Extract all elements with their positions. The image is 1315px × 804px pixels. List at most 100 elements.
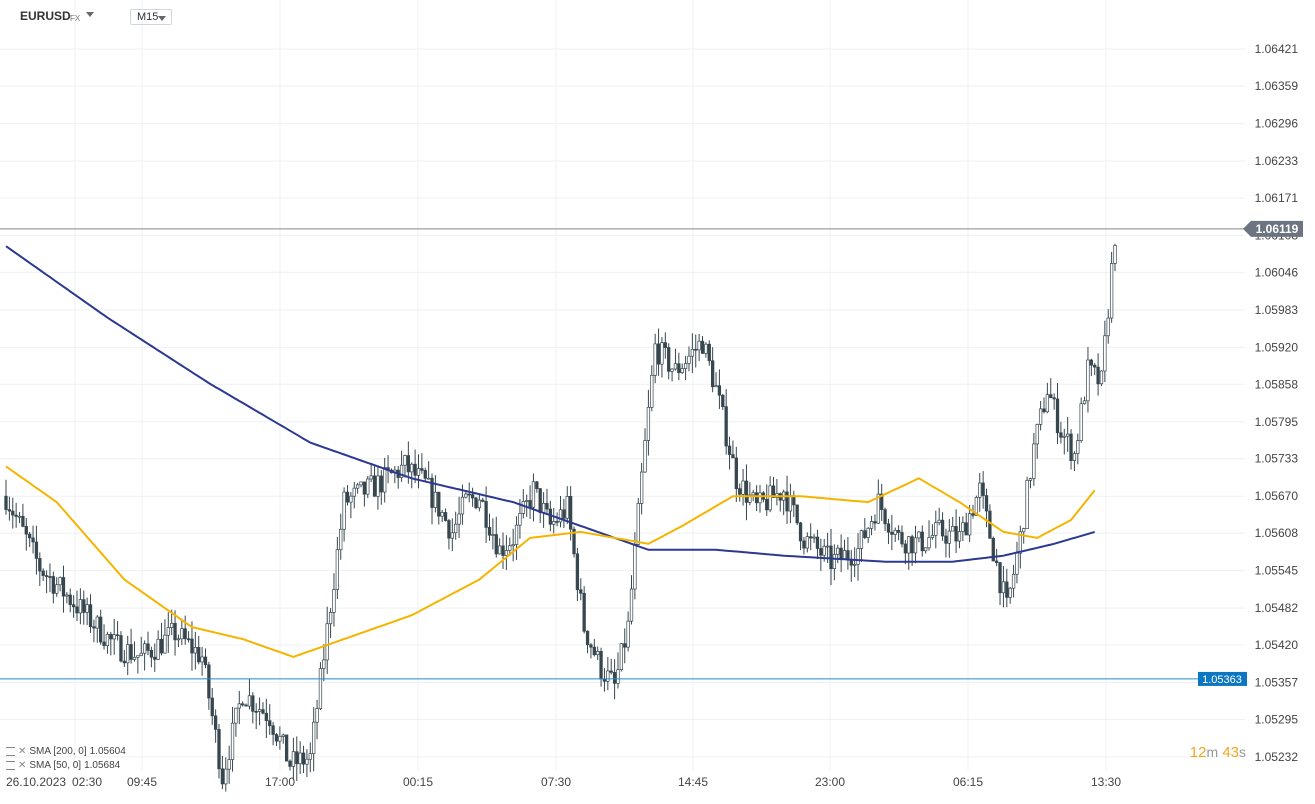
candle-body <box>876 493 880 524</box>
y-tick-label: 1.05295 <box>1255 712 1299 726</box>
candle-body <box>842 550 847 560</box>
legend-sma200[interactable]: ✕ SMA [200, 0] 1.05604 <box>6 746 126 757</box>
candle-body <box>129 644 133 660</box>
candle-body <box>1042 408 1046 413</box>
candle-body <box>704 343 708 354</box>
chevron-down-icon[interactable] <box>86 12 94 17</box>
candle-body <box>369 475 373 480</box>
candle-body <box>82 599 86 613</box>
candle-body <box>940 519 945 537</box>
candle-body <box>822 545 826 556</box>
candle-body <box>1025 479 1029 529</box>
settings-icon[interactable] <box>6 761 15 770</box>
countdown-min-unit: m <box>1206 744 1219 760</box>
candle-body <box>295 751 299 765</box>
candle-body <box>545 502 549 510</box>
candle-body <box>281 734 285 737</box>
candle-body <box>163 634 167 654</box>
candle-body <box>609 670 613 673</box>
candle-body <box>951 526 955 532</box>
candle-body <box>173 622 177 641</box>
candle-body <box>853 563 857 566</box>
candle-body <box>423 470 427 479</box>
legend-sma50[interactable]: ✕ SMA [50, 0] 1.05684 <box>6 760 120 771</box>
candle-body <box>785 491 789 512</box>
candle-body <box>227 759 231 770</box>
y-tick-label: 1.05858 <box>1255 377 1299 391</box>
candle-body <box>873 521 877 524</box>
candle-body <box>991 537 995 562</box>
candle-body <box>981 482 985 496</box>
y-tick-label: 1.06046 <box>1255 265 1299 279</box>
candle-body <box>592 646 596 656</box>
candle-body <box>58 577 62 586</box>
candle-body <box>677 363 681 374</box>
candle-body <box>244 704 248 707</box>
candle-body <box>464 493 468 498</box>
candle-body <box>186 638 191 641</box>
close-icon[interactable]: ✕ <box>18 760 27 771</box>
candle-body <box>156 638 160 660</box>
y-tick-label: 1.05232 <box>1255 750 1299 764</box>
candle-body <box>731 454 735 459</box>
y-tick-label: 1.05733 <box>1255 452 1299 466</box>
candle-body <box>954 526 958 542</box>
candle-body <box>278 735 282 742</box>
candle-body <box>710 360 715 388</box>
candle-body <box>170 622 174 628</box>
candle-body <box>200 656 204 663</box>
candle-body <box>694 348 698 351</box>
candle-body <box>1096 366 1100 385</box>
candle-body <box>1015 552 1019 575</box>
candle-body <box>234 707 238 724</box>
candle-body <box>1035 423 1039 445</box>
timeframe-select[interactable]: M15 <box>130 9 172 25</box>
candle-body <box>646 406 651 441</box>
candle-body <box>555 521 559 523</box>
candle-body <box>153 656 157 660</box>
candle-body <box>967 513 972 536</box>
candle-body <box>927 537 931 549</box>
x-tick-label: 13:30 <box>1091 775 1121 789</box>
candle-body <box>166 627 170 636</box>
candle-body <box>366 478 370 495</box>
settings-icon[interactable] <box>6 747 15 756</box>
candle-body <box>494 534 498 555</box>
candle-body <box>440 512 444 517</box>
candle-body <box>998 562 1002 594</box>
candle-body <box>937 519 941 524</box>
candle-body <box>565 496 569 519</box>
x-tick-label: 23:00 <box>815 775 845 789</box>
candle-body <box>771 485 776 498</box>
candle-body <box>917 531 921 539</box>
close-icon[interactable]: ✕ <box>18 746 27 757</box>
candle-body <box>988 510 992 539</box>
candle-body <box>99 616 103 643</box>
candle-body <box>477 499 482 509</box>
candle-body <box>599 651 603 680</box>
candle-body <box>558 509 563 523</box>
candle-body <box>744 480 749 503</box>
candle-body <box>1018 531 1022 554</box>
y-tick-label: 1.06359 <box>1255 79 1299 93</box>
candle-body <box>572 528 576 555</box>
candle-body <box>197 647 201 663</box>
level-badge <box>1198 671 1247 686</box>
candle-body <box>359 481 363 486</box>
candle-body <box>224 768 228 785</box>
x-tick-label: 17:00 <box>265 775 295 789</box>
candle-body <box>318 668 323 709</box>
candle-body <box>636 503 640 545</box>
candle-body <box>683 363 688 369</box>
x-tick-label: 06:15 <box>953 775 983 789</box>
candle-body <box>525 500 529 502</box>
y-tick-label: 1.05420 <box>1255 638 1299 652</box>
symbol-label[interactable]: EURUSD <box>20 9 71 23</box>
x-tick-label: 07:30 <box>541 775 571 789</box>
candle-body <box>1001 581 1006 594</box>
candle-body <box>629 588 634 622</box>
candle-body <box>616 669 620 684</box>
candle-body <box>284 734 289 762</box>
